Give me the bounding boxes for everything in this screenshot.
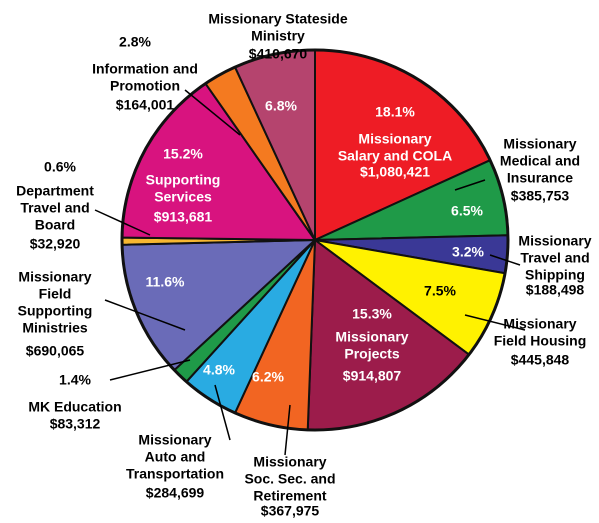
slice-name: Missionary: [335, 329, 408, 345]
slice-amount: $913,681: [154, 209, 213, 225]
slice-name: Travel and: [520, 250, 589, 266]
percent-label: 2.8%: [119, 34, 151, 50]
slice-name: Shipping: [525, 267, 585, 283]
slice-name: Missionary: [253, 454, 326, 470]
slice-name: Department: [16, 183, 94, 199]
slice-amount: $445,848: [511, 352, 570, 368]
slice-name: Ministry: [251, 28, 305, 44]
slice-amount: $1,080,421: [360, 164, 430, 180]
slice-name: MK Education: [28, 399, 121, 415]
slice-name: Promotion: [110, 78, 180, 94]
slice-name: Transportation: [126, 466, 224, 482]
slice-amount: $188,498: [526, 282, 585, 298]
leader-line: [464, 314, 526, 331]
slice-name: Services: [154, 189, 212, 205]
percent-label: 18.1%: [375, 104, 415, 120]
leader-line: [454, 179, 486, 191]
percent-label: 15.2%: [163, 146, 203, 162]
slice-name: Information and: [92, 61, 198, 77]
slice-name: Missionary: [503, 136, 576, 152]
slice-name: Soc. Sec. and: [244, 471, 335, 487]
slice-amount: $367,975: [261, 503, 320, 519]
percent-label: 0.6%: [44, 159, 76, 175]
slice-name: Projects: [344, 346, 399, 362]
slice-name: Missionary: [518, 233, 591, 249]
percent-label: 1.4%: [59, 372, 91, 388]
slice-name: Missionary: [18, 269, 91, 285]
slice-name: Auto and: [145, 449, 206, 465]
percent-label: 3.2%: [452, 244, 484, 260]
percent-label: 6.8%: [265, 98, 297, 114]
slice-name: Missionary Stateside: [208, 11, 347, 27]
slice-amount: $914,807: [343, 368, 402, 384]
pie-outline: [120, 48, 510, 432]
slice-amount: $410,670: [249, 46, 308, 62]
slice-amount: $284,699: [146, 485, 205, 501]
slice-name: Field Housing: [494, 333, 587, 349]
slice-name: Ministries: [22, 320, 88, 336]
slice-name: Salary and COLA: [338, 148, 452, 164]
slice-name: Missionary: [138, 432, 211, 448]
leader-line: [109, 359, 191, 381]
slice-name: Board: [35, 217, 75, 233]
slice-amount: $32,920: [30, 236, 81, 252]
percent-label: 15.3%: [352, 306, 392, 322]
slice-name: Travel and: [20, 200, 89, 216]
leader-line: [184, 89, 241, 136]
percent-label: 6.2%: [252, 369, 284, 385]
slice-amount: $385,753: [511, 188, 570, 204]
slice-name: Missionary: [358, 131, 431, 147]
leader-line: [94, 209, 151, 236]
slice-name: Supporting: [18, 303, 93, 319]
percent-label: 11.6%: [146, 274, 185, 290]
slice-name: Missionary: [503, 316, 576, 332]
slice-name: Insurance: [507, 170, 573, 186]
leader-line: [284, 404, 291, 456]
leader-line: [489, 254, 521, 266]
slice-amount: $690,065: [26, 343, 85, 359]
percent-label: 6.5%: [451, 203, 483, 219]
slice-name: Field: [39, 286, 72, 302]
slice-name: Medical and: [500, 153, 580, 169]
leader-line: [214, 384, 231, 441]
percent-label: 4.8%: [203, 362, 235, 378]
slice-amount: $83,312: [50, 416, 101, 432]
slice-name: Supporting: [146, 172, 221, 188]
slice-amount: $164,001: [116, 97, 175, 113]
percent-label: 7.5%: [424, 283, 456, 299]
leader-line: [104, 299, 186, 331]
slice-name: Retirement: [253, 488, 326, 504]
